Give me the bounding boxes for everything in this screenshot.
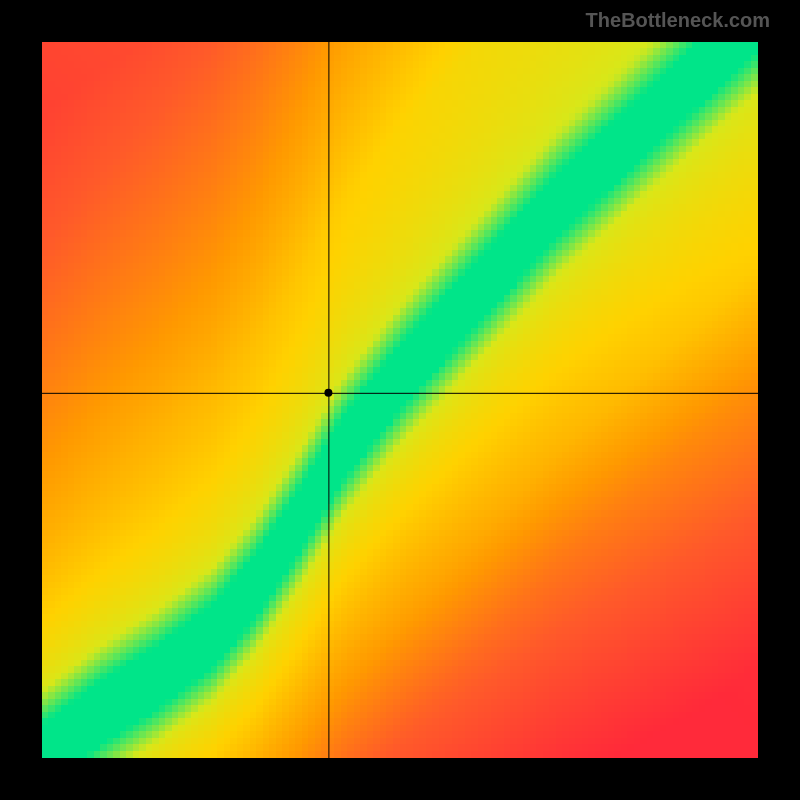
chart-container: { "watermark": { "text": "TheBottleneck.… — [0, 0, 800, 800]
bottleneck-heatmap — [42, 42, 758, 758]
watermark-text: TheBottleneck.com — [586, 10, 770, 33]
